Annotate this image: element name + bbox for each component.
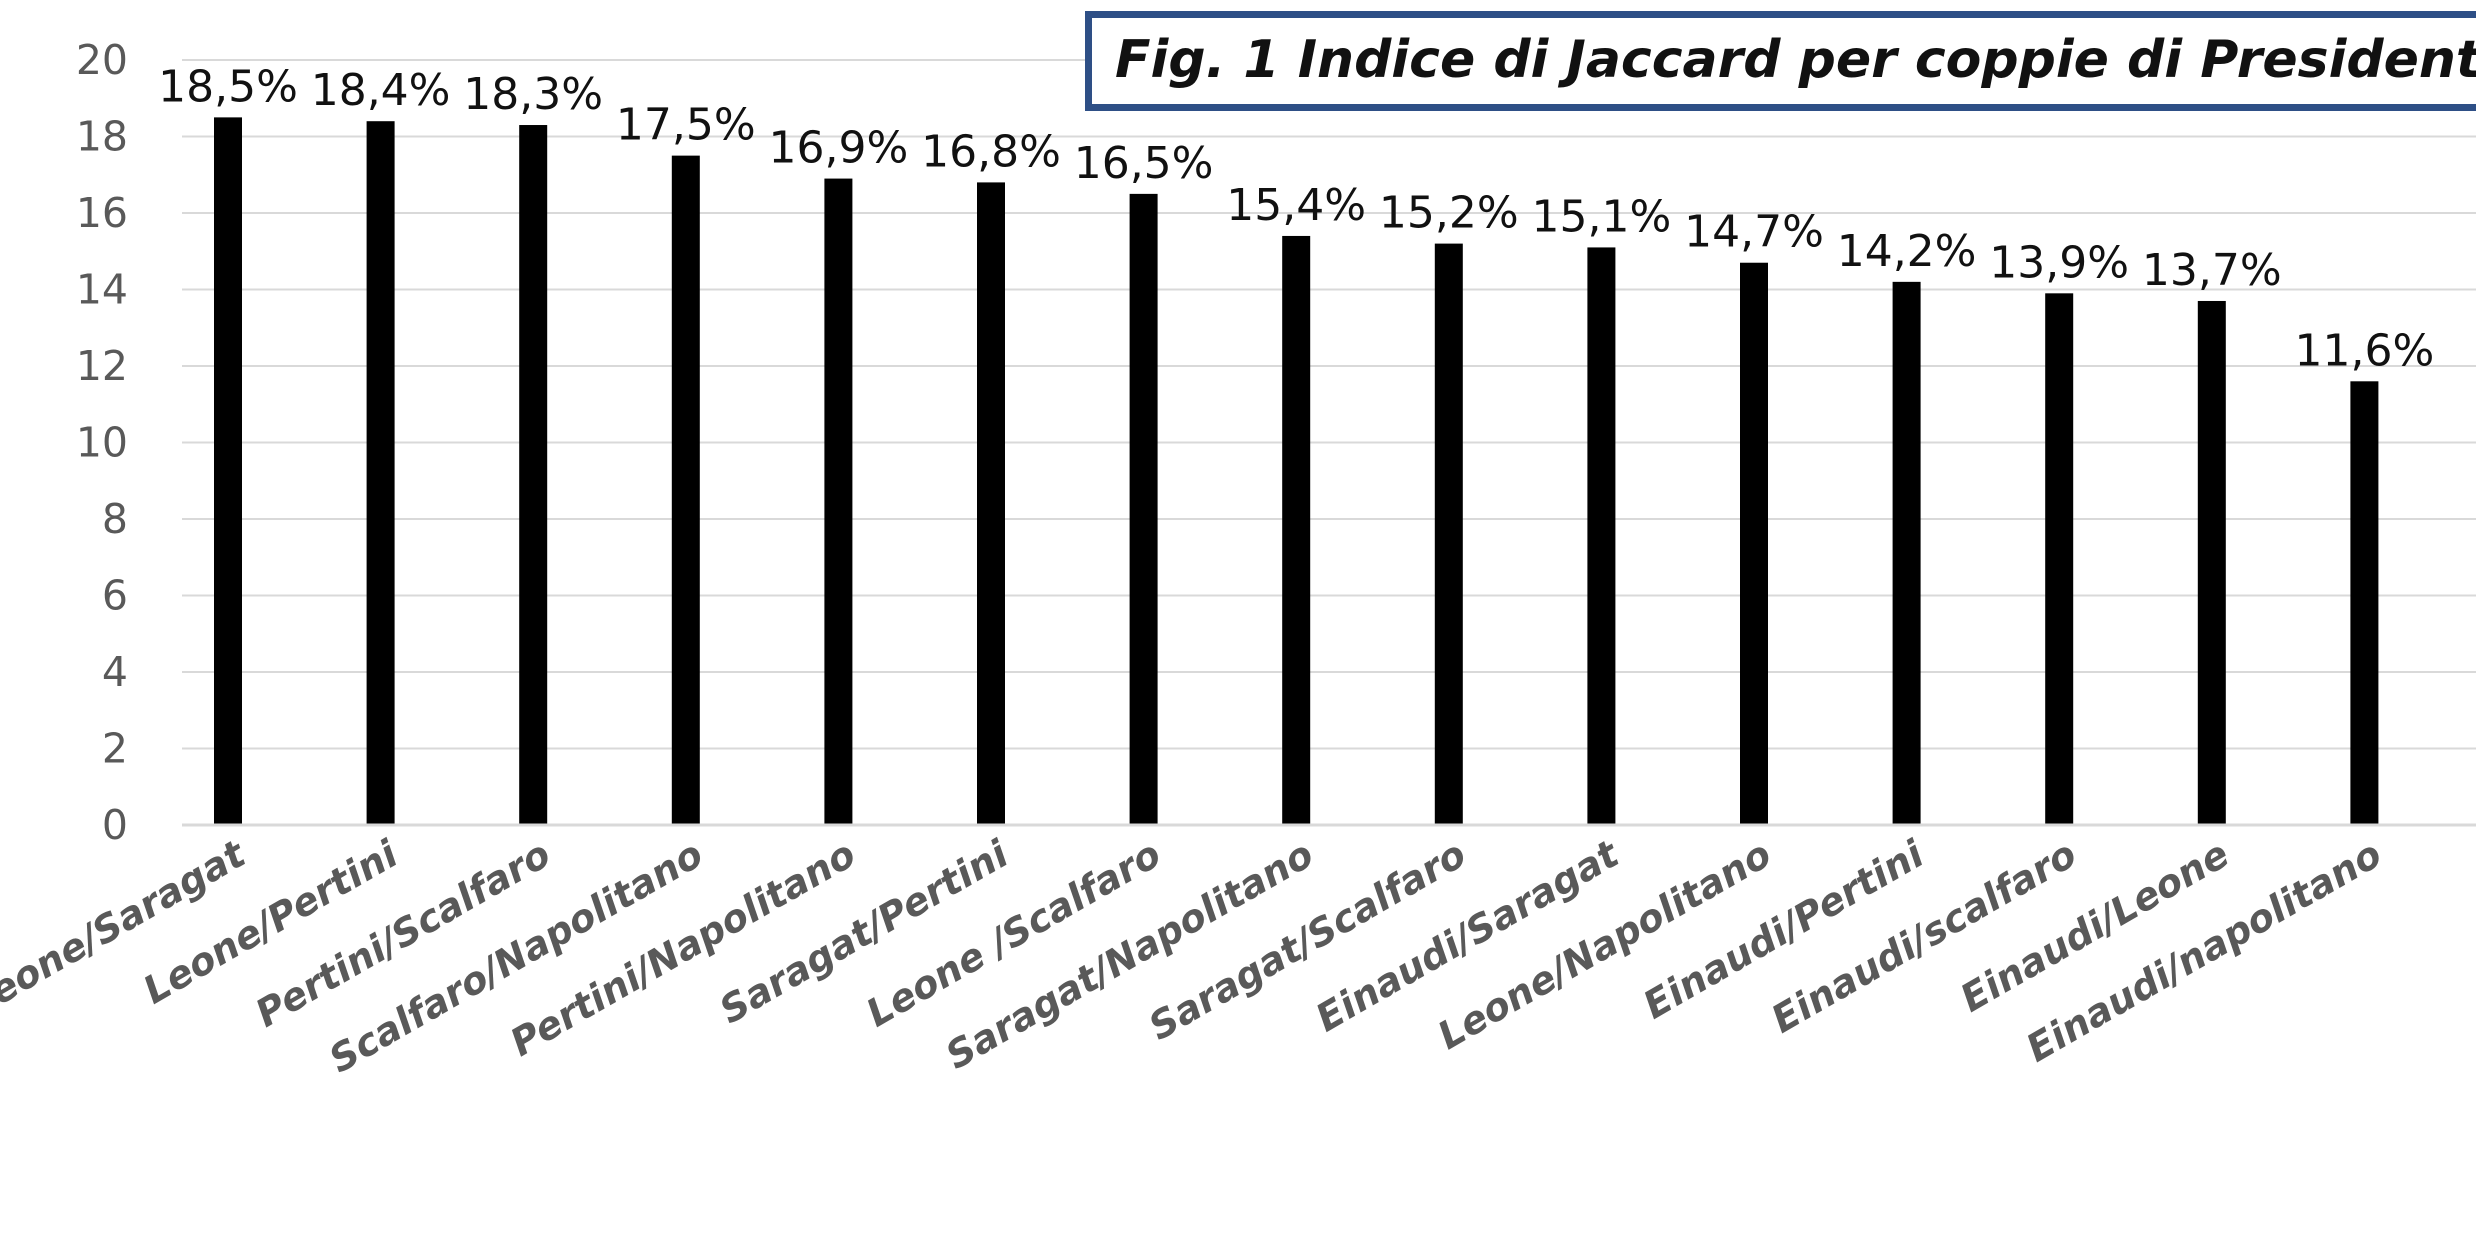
y-tick-label: 8 — [102, 495, 128, 543]
data-label: 14,7% — [1684, 207, 1824, 258]
y-tick-label: 10 — [76, 419, 128, 467]
bar — [1282, 235, 1311, 825]
chart-title-box: Fig. 1 Indice di Jaccard per coppie di P… — [1085, 11, 2476, 111]
y-tick-label: 0 — [102, 801, 128, 849]
data-label: 16,9% — [769, 123, 909, 174]
bar — [214, 117, 242, 825]
data-label: 17,5% — [616, 100, 756, 151]
bar — [1892, 281, 1921, 826]
data-label: 14,2% — [1837, 226, 1977, 277]
x-axis-labels: Leone/SaragatLeone/PertiniPertini/Scalfa… — [0, 831, 2389, 1082]
y-tick-label: 20 — [76, 36, 128, 84]
data-label: 11,6% — [2295, 325, 2435, 376]
bar — [519, 125, 548, 825]
bar — [2197, 300, 2226, 826]
data-label: 16,8% — [921, 126, 1061, 177]
data-label: 15,1% — [1532, 191, 1672, 242]
bar — [1434, 243, 1463, 826]
bars — [214, 117, 2379, 826]
data-label: 18,3% — [463, 69, 603, 120]
data-label: 18,5% — [158, 61, 298, 112]
y-tick-label: 2 — [102, 725, 128, 773]
bar — [2045, 293, 2074, 825]
data-label: 16,5% — [1074, 138, 1214, 189]
y-tick-label: 14 — [76, 266, 128, 314]
data-label: 18,4% — [311, 65, 451, 116]
y-axis-ticks: 0 2 4 6 8 10 12 14 16 18 20 — [76, 36, 128, 849]
bar — [671, 155, 700, 825]
chart-title: Fig. 1 Indice di Jaccard per coppie di P… — [1115, 30, 2476, 90]
bar — [1129, 193, 1158, 825]
y-tick-label: 12 — [76, 342, 128, 390]
bar — [366, 121, 395, 825]
y-tick-label: 6 — [102, 572, 128, 620]
bar — [1587, 247, 1616, 826]
bar — [977, 182, 1005, 825]
bar — [2350, 381, 2379, 825]
bar — [824, 178, 853, 825]
y-tick-label: 4 — [102, 648, 128, 696]
bar — [1740, 262, 1768, 826]
data-label: 13,7% — [2142, 245, 2282, 296]
data-label: 13,9% — [1989, 237, 2129, 288]
y-tick-label: 16 — [76, 189, 128, 237]
data-labels: 18,5% 18,4% 18,3% 17,5% 16,9% 16,8% 16,5%15,4%… — [158, 61, 2434, 376]
y-tick-label: 18 — [76, 113, 128, 161]
data-label: 15,2% — [1379, 188, 1519, 239]
data-label: 15,4% — [1226, 180, 1366, 231]
